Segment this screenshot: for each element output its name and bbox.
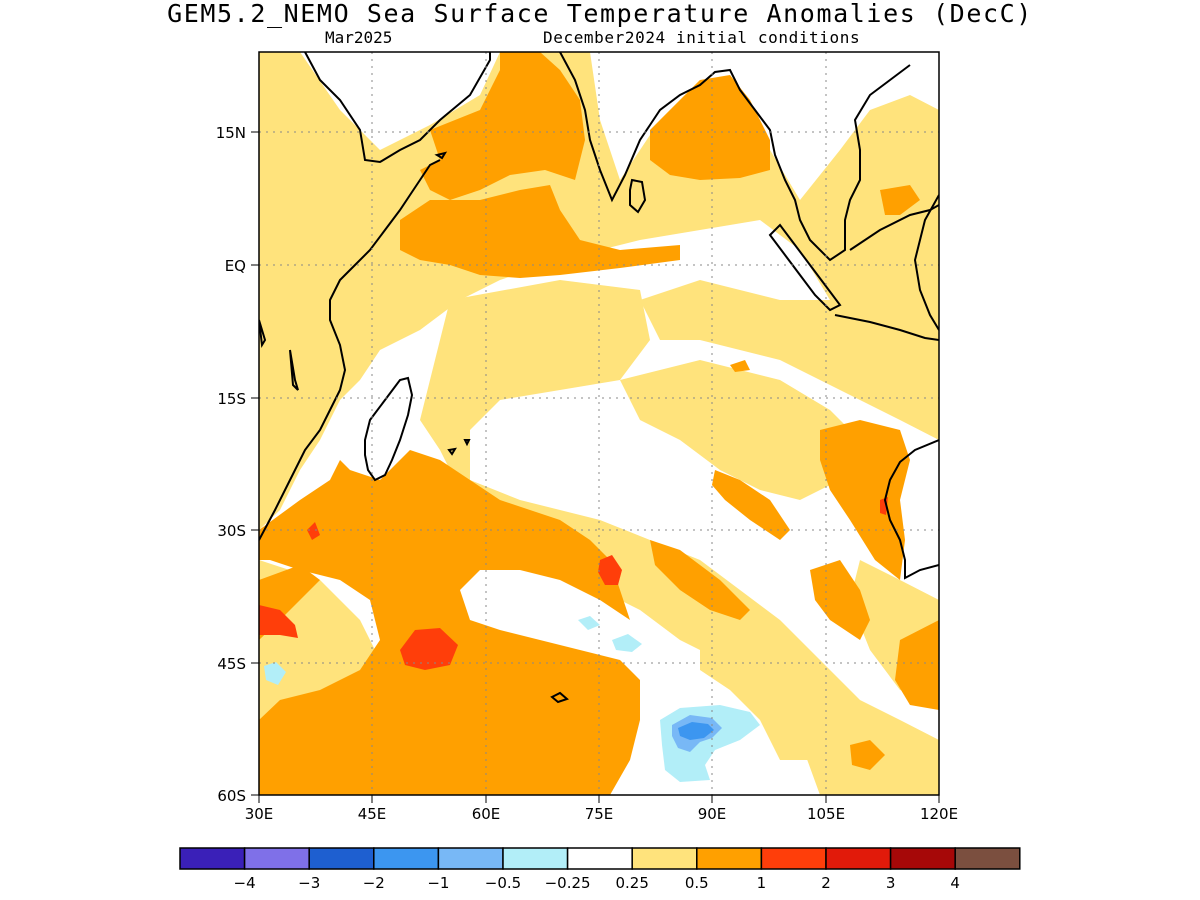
colorbar-label: −0.5 bbox=[485, 874, 521, 892]
x-tick-label: 60E bbox=[472, 805, 501, 823]
x-tick-marks bbox=[258, 795, 940, 803]
y-tick-label: 15N bbox=[216, 124, 246, 142]
initial-conditions-label: December2024 initial conditions bbox=[543, 28, 861, 47]
colorbar-label: 3 bbox=[886, 874, 896, 892]
y-tick-marks bbox=[251, 131, 259, 796]
anomaly-field bbox=[259, 52, 939, 795]
colorbar-swatch bbox=[308, 847, 375, 870]
colorbar-label: 2 bbox=[821, 874, 831, 892]
x-tick-label: 120E bbox=[920, 805, 958, 823]
colorbar-labels: −4 −3 −2 −1 −0.5 −0.25 0.25 0.5 1 2 3 4 bbox=[234, 874, 960, 892]
y-tick-label: 60S bbox=[217, 787, 246, 805]
x-axis-labels: 30E 45E 60E 75E 90E 105E 120E bbox=[245, 805, 958, 823]
colorbar-label: −2 bbox=[363, 874, 385, 892]
colorbar-swatch bbox=[696, 847, 763, 870]
y-tick-label: EQ bbox=[225, 257, 246, 275]
forecast-month: Mar2025 bbox=[325, 28, 393, 47]
colorbar-label: 0.5 bbox=[685, 874, 709, 892]
x-tick-label: 45E bbox=[358, 805, 387, 823]
x-tick-label: 30E bbox=[245, 805, 274, 823]
colorbar-swatch bbox=[179, 847, 246, 870]
y-tick-label: 15S bbox=[217, 390, 246, 408]
x-tick-label: 90E bbox=[698, 805, 727, 823]
colorbar-label: −0.25 bbox=[545, 874, 591, 892]
x-tick-label: 105E bbox=[807, 805, 845, 823]
coordinate-grid bbox=[259, 52, 939, 795]
colorbar-swatch bbox=[502, 847, 569, 870]
colorbar-label: 1 bbox=[757, 874, 767, 892]
colorbar-label: −3 bbox=[298, 874, 320, 892]
anomaly-shading-1-2 bbox=[259, 497, 888, 670]
anomaly-shading-0.5-1 bbox=[259, 52, 939, 795]
y-axis-labels: 15N EQ 15S 30S 45S 60S bbox=[216, 124, 246, 805]
colorbar-label: −1 bbox=[427, 874, 449, 892]
colorbar-swatch bbox=[954, 847, 1021, 870]
colorbar-swatch bbox=[373, 847, 440, 870]
anomaly-shading-negative bbox=[264, 616, 760, 782]
colorbar-label: 4 bbox=[950, 874, 960, 892]
coastlines bbox=[259, 52, 939, 704]
colorbar-swatch bbox=[437, 847, 504, 870]
colorbar-swatch bbox=[825, 847, 892, 870]
y-tick-label: 45S bbox=[217, 655, 246, 673]
colorbar-swatch bbox=[889, 847, 956, 870]
colorbar-swatch bbox=[631, 847, 698, 870]
colorbar-swatch bbox=[760, 847, 827, 870]
colorbar-label: 0.25 bbox=[615, 874, 648, 892]
colorbar-swatch bbox=[243, 847, 310, 870]
map-title: GEM5.2_NEMO Sea Surface Temperature Anom… bbox=[167, 0, 1033, 28]
x-tick-label: 75E bbox=[585, 805, 614, 823]
y-tick-label: 30S bbox=[217, 522, 246, 540]
colorbar bbox=[179, 847, 1021, 870]
colorbar-label: −4 bbox=[234, 874, 256, 892]
colorbar-swatch bbox=[566, 847, 633, 870]
